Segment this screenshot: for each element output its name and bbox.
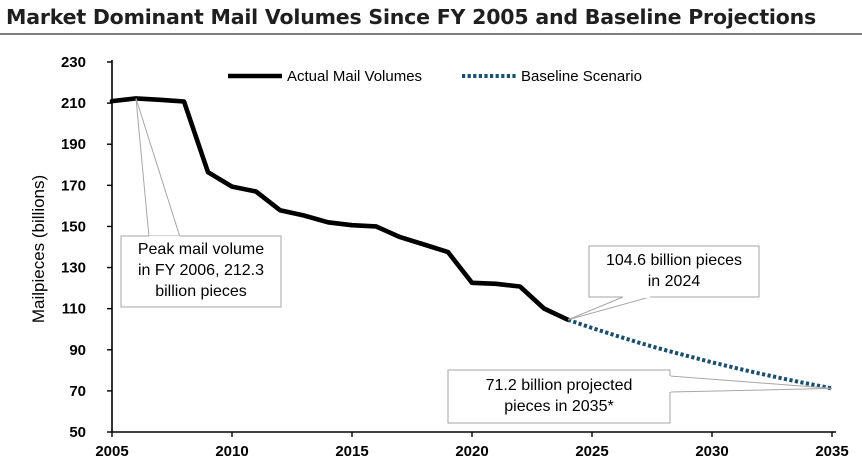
x-axis-ticks: 2005 2010 2015 2020 2025 2030 2035	[95, 432, 849, 460]
y-axis-ticks: 50 70 90 110 130 150 170 190 210 230	[61, 54, 112, 441]
callouts: Peak mail volume in FY 2006, 212.3 billion…	[120, 98, 833, 424]
x-tick-label: 2030	[695, 443, 728, 460]
x-tick-label: 2010	[215, 443, 248, 460]
series-line-2	[567, 317, 833, 391]
y-tick-label: 90	[69, 342, 86, 359]
y-axis-label: Mailpieces (billions)	[29, 175, 48, 323]
y-tick-label: 70	[69, 383, 86, 400]
callout-box	[120, 235, 282, 308]
callout-1: Peak mail volume in FY 2006, 212.3 billion…	[120, 98, 282, 308]
callout-text-line: in FY 2006, 212.3	[138, 262, 264, 279]
callout-2: 104.6 billion pieces in 2024	[567, 245, 760, 321]
callout-pointer	[567, 296, 651, 321]
series-line-1	[109, 96, 571, 323]
x-tick-label: 2015	[335, 443, 368, 460]
y-tick-label: 150	[61, 218, 86, 235]
legend: Actual Mail Volumes Baseline Scenario	[228, 68, 642, 85]
y-tick-label: 130	[61, 260, 86, 277]
y-tick-label: 170	[61, 177, 86, 194]
y-tick-label: 50	[69, 424, 86, 441]
callout-text-line: in 2024	[648, 273, 701, 290]
legend-label-1: Actual Mail Volumes	[287, 68, 422, 85]
callout-text-line: Peak mail volume	[138, 241, 264, 258]
y-tick-label: 190	[61, 136, 86, 153]
callout-box	[588, 245, 760, 298]
legend-label-2: Baseline Scenario	[521, 68, 642, 85]
callout-text-line: billion pieces	[155, 283, 247, 300]
callout-3: 71.2 billion projected pieces in 2035*	[447, 369, 833, 424]
page-title: Market Dominant Mail Volumes Since FY 20…	[6, 5, 817, 29]
callout-pointer	[135, 98, 181, 238]
title-divider	[0, 33, 862, 35]
y-tick-label: 210	[61, 95, 86, 112]
callout-text-line: 104.6 billion pieces	[606, 252, 742, 269]
x-tick-label: 2005	[95, 443, 128, 460]
y-tick-label: 110	[62, 301, 86, 318]
x-tick-label: 2025	[575, 443, 608, 460]
series-layer	[109, 96, 833, 391]
x-tick-label: 2035	[815, 443, 848, 460]
callout-text-line: 71.2 billion projected	[486, 377, 633, 394]
x-tick-label: 2020	[455, 443, 488, 460]
callout-text-line: pieces in 2035*	[504, 398, 613, 415]
y-tick-label: 230	[61, 54, 86, 71]
callout-box	[447, 369, 671, 424]
